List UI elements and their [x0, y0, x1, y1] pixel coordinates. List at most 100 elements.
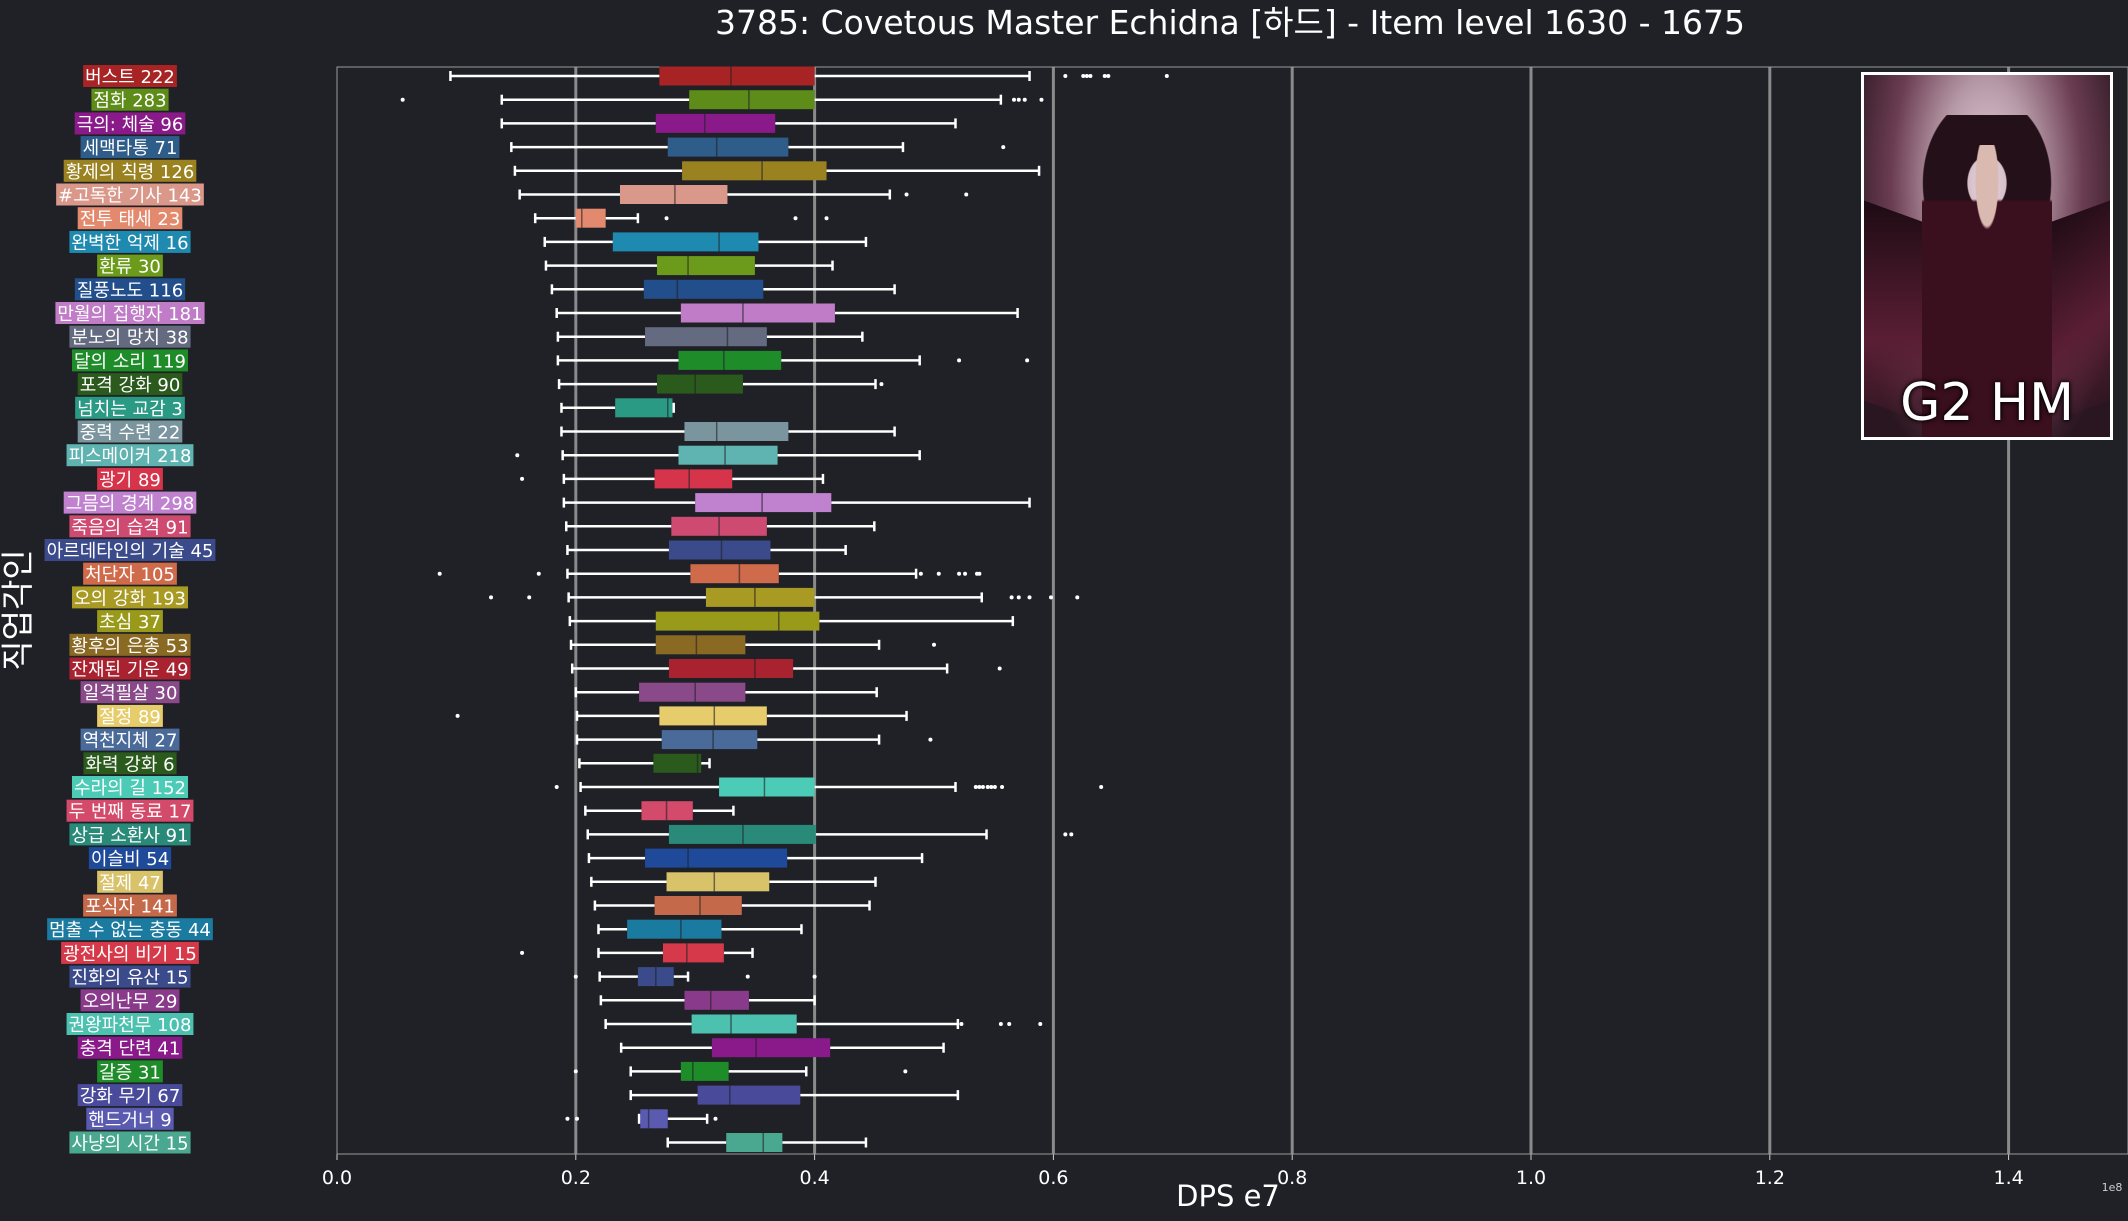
box-row [573, 1061, 908, 1081]
box-row [590, 872, 877, 892]
outlier-point [980, 785, 985, 789]
box-iqr [615, 398, 673, 418]
x-tick-label: 0.2 [561, 1167, 591, 1189]
outlier-point [997, 666, 1002, 671]
outlier-point [1164, 74, 1169, 78]
box-row [554, 777, 1104, 797]
y-tick-label: 강화 무기 67 [80, 1086, 181, 1107]
grid-lines [336, 67, 2011, 1160]
y-tick-label: 죽음의 습격 91 [71, 517, 188, 538]
outlier-point [1081, 74, 1086, 78]
y-tick-label-background [71, 349, 189, 372]
y-tick-label-group: 황후의 은총 53 [69, 633, 191, 657]
y-tick-label-group: 멈출 수 없는 충동 44 [47, 918, 213, 941]
outlier-point [574, 1116, 579, 1121]
y-tick-label: 점화 283 [93, 91, 166, 112]
y-tick-label-background [97, 1060, 163, 1083]
box-row [510, 137, 1006, 157]
box-row [597, 919, 803, 939]
outlier-point [520, 476, 525, 481]
y-tick-label-background [71, 776, 189, 798]
box-row [489, 587, 1080, 607]
box-row [520, 469, 825, 489]
outlier-point [824, 216, 829, 221]
y-tick-label-background [55, 302, 205, 324]
y-tick-label-group: 권왕파천무 108 [66, 1013, 194, 1036]
y-tick-label-background [77, 207, 183, 230]
box-row [556, 350, 1030, 370]
box-row [565, 1109, 718, 1129]
outlier-point [932, 642, 936, 647]
y-tick-label: 만월의 집행자 181 [57, 304, 202, 325]
y-tick-label-group: 전투 태세 23 [77, 207, 183, 230]
outlier-point [1022, 97, 1027, 102]
x-tick-label: 0.4 [799, 1167, 829, 1189]
y-tick-label: 역천지체 27 [83, 731, 178, 752]
outlier-point [959, 1022, 964, 1026]
box-iqr [659, 706, 767, 726]
y-tick-label-background [66, 444, 194, 467]
y-tick-label-group: 일격필살 30 [80, 681, 180, 704]
y-tick-label-background [69, 657, 191, 680]
y-tick-label-group: 광기 89 [97, 467, 163, 491]
box-iqr [655, 113, 776, 133]
outlier-point [1011, 97, 1016, 102]
y-tick-label-group: 세맥타통 71 [80, 136, 180, 159]
box-row [555, 303, 1019, 323]
box-iqr [627, 919, 722, 939]
outlier-point [536, 571, 541, 576]
y-tick-label-background [97, 254, 163, 277]
y-tick-label-background [75, 396, 185, 419]
outlier-point [1063, 74, 1068, 78]
box-iqr [640, 1109, 668, 1129]
y-tick-label-background [77, 1036, 183, 1059]
x-tick-label: 0.6 [1038, 1167, 1068, 1189]
outlier-point [455, 713, 460, 718]
outlier-point [565, 1116, 570, 1121]
box-row [586, 824, 1074, 844]
outlier-point [903, 1069, 908, 1074]
y-tick-label-group: 포식자 141 [83, 894, 177, 918]
box-row [520, 943, 754, 963]
box-iqr [689, 90, 815, 110]
outlier-point [1027, 595, 1032, 600]
box-iqr [668, 659, 794, 678]
box-row [533, 208, 829, 228]
outlier-point [489, 595, 494, 600]
y-tick-label: 황후의 은총 53 [71, 636, 188, 657]
outlier-point [1102, 74, 1107, 78]
y-tick-label-group: 초심 37 [97, 610, 163, 633]
y-tick-label-group: 잔재된 기운 49 [69, 657, 191, 681]
box-iqr [678, 350, 782, 370]
box-iqr [645, 848, 788, 868]
box-row [568, 611, 1015, 631]
outlier-point [964, 192, 969, 197]
y-tick-label-background [69, 325, 191, 348]
outlier-point [520, 950, 525, 955]
y-tick-label: 처단자 105 [85, 565, 175, 586]
y-tick-label-background [69, 515, 191, 538]
y-tick-label: 극의: 체술 96 [77, 114, 184, 135]
box-row [437, 564, 982, 584]
x-axis-label: DPS e7 [1176, 1179, 1280, 1213]
y-tick-label-background [83, 65, 177, 87]
y-tick-label-background [80, 136, 180, 159]
y-tick-label-group: 만월의 집행자 181 [55, 302, 205, 325]
y-tick-label: 일격필살 30 [83, 683, 178, 704]
box-iqr [653, 753, 702, 773]
outlier-point [1063, 832, 1068, 837]
outlier-point [554, 785, 559, 789]
portrait-caption: G2 HM [1900, 373, 2074, 433]
outlier-point [957, 571, 962, 576]
y-tick-label-background [97, 467, 163, 490]
x-tick-label: 1.0 [1516, 1167, 1546, 1189]
box-row [573, 967, 817, 987]
y-tick-label-group: 죽음의 습격 91 [69, 515, 191, 538]
y-tick-label-background [66, 799, 194, 822]
box-row [550, 279, 896, 299]
y-tick-label-group: 처단자 105 [83, 562, 177, 586]
outlier-point [977, 571, 982, 576]
y-axis-label: 직업각인 [0, 549, 37, 670]
y-tick-label: 멈출 수 없는 충동 44 [49, 920, 211, 941]
